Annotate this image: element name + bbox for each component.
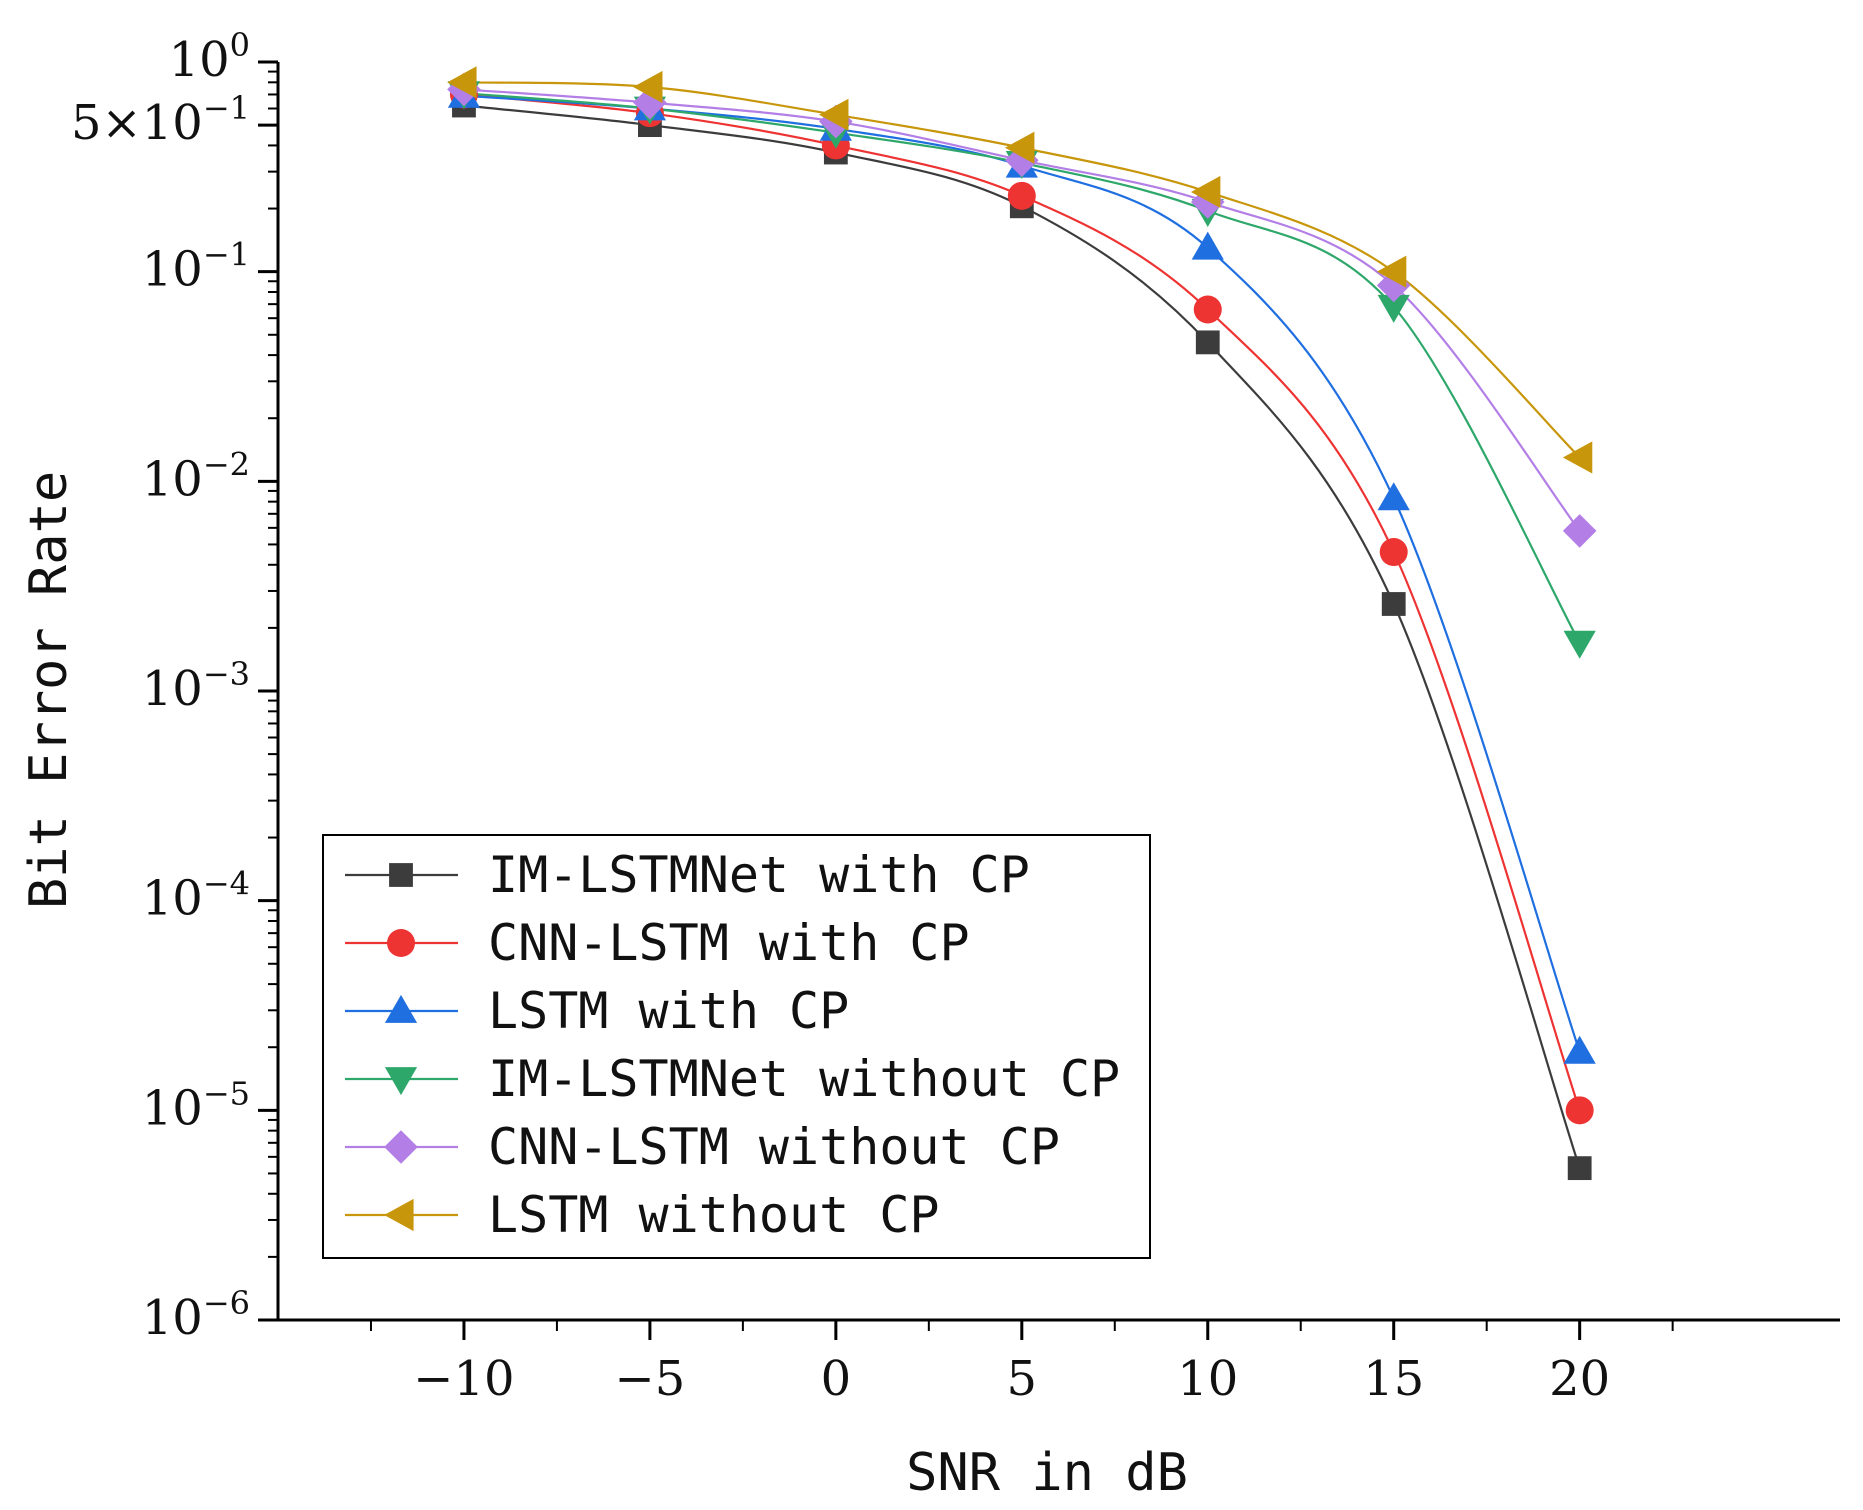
data-point <box>1005 131 1035 164</box>
data-point <box>1193 295 1222 324</box>
series-line <box>463 104 1581 1169</box>
data-point <box>1563 1035 1596 1064</box>
legend-label: CNN-LSTM with CP <box>488 914 970 972</box>
legend-label: IM-LSTMNet without CP <box>488 1050 1120 1108</box>
y-tick-label: 10−5 <box>142 1074 250 1136</box>
legend-marker <box>387 929 415 957</box>
data-point <box>1191 231 1224 260</box>
x-tick-label: −10 <box>413 1351 514 1407</box>
legend-item: LSTM with CP <box>345 982 849 1040</box>
x-tick-label: 5 <box>1007 1351 1038 1407</box>
x-axis-title: SNR in dB <box>906 1443 1188 1503</box>
series-line <box>463 93 1581 1111</box>
data-point <box>1377 294 1410 323</box>
y-tick-label: 10−2 <box>142 445 250 507</box>
legend-label: IM-LSTMNet with CP <box>488 846 1030 904</box>
legend-item: CNN-LSTM with CP <box>345 914 970 972</box>
x-tick-label: 20 <box>1549 1351 1610 1407</box>
data-point <box>447 66 477 99</box>
y-axis-title: Bit Error Rate <box>19 471 79 909</box>
legend-item: LSTM without CP <box>345 1186 940 1244</box>
x-tick-label: 10 <box>1177 1351 1238 1407</box>
legend-marker <box>384 994 418 1023</box>
data-point <box>1565 1096 1594 1125</box>
legend-item: IM-LSTMNet with CP <box>345 846 1030 904</box>
y-tick-label: 100 <box>169 26 250 88</box>
legend-box <box>322 834 1151 1259</box>
data-point <box>1190 175 1221 209</box>
y-tick-label: 10−1 <box>142 236 250 298</box>
data-point <box>1376 255 1407 288</box>
legend-marker <box>384 1198 414 1232</box>
data-point <box>819 98 849 131</box>
data-point <box>633 70 663 104</box>
y-tick-label: 5×10−1 <box>71 89 250 151</box>
series-markers <box>447 66 1597 1181</box>
data-point <box>1562 514 1597 548</box>
x-tick-label: 0 <box>821 1351 852 1407</box>
legend-label: CNN-LSTM without CP <box>488 1118 1060 1176</box>
legend: IM-LSTMNet with CP CNN-LSTM with CP LSTM w… <box>322 834 1151 1259</box>
legend-item: CNN-LSTM without CP <box>345 1118 1060 1176</box>
data-point <box>1379 538 1408 567</box>
data-point <box>1007 181 1036 210</box>
legend-item: IM-LSTMNet without CP <box>345 1050 1120 1108</box>
data-point <box>1562 441 1593 474</box>
legend-label: LSTM without CP <box>488 1186 940 1244</box>
x-ticks: −10 −5 0 5 10 15 20 <box>369 1320 1674 1407</box>
data-point <box>1377 482 1410 511</box>
y-tick-label: 10−3 <box>142 655 250 717</box>
legend-label: LSTM with CP <box>488 982 849 1040</box>
legend-marker <box>389 863 413 887</box>
data-point <box>1567 1156 1592 1181</box>
legend-marker <box>384 1067 418 1096</box>
x-tick-label: −5 <box>615 1351 686 1407</box>
legend-marker <box>384 1130 418 1164</box>
data-point <box>1381 592 1406 616</box>
y-tick-label: 10−6 <box>142 1284 250 1346</box>
data-point <box>1195 330 1220 355</box>
data-point <box>1563 630 1596 659</box>
y-tick-label: 10−4 <box>142 865 250 927</box>
x-tick-label: 15 <box>1363 1351 1424 1407</box>
plot-area <box>447 66 1597 1181</box>
